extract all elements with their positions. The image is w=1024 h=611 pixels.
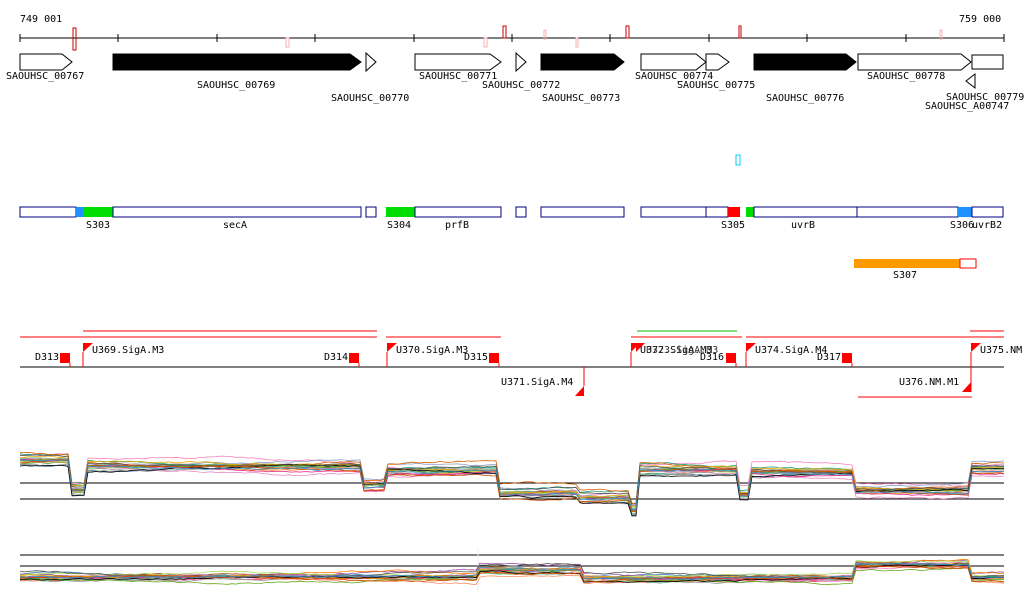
segment-label[interactable]: prfB — [445, 220, 470, 231]
gene-00770[interactable] — [365, 51, 377, 73]
reg-label[interactable]: D314 — [324, 352, 349, 363]
gene-label[interactable]: SAOUHSC_00771 — [419, 71, 498, 82]
reg-label[interactable]: D317 — [817, 352, 842, 363]
segment-label[interactable]: S307 — [893, 270, 918, 281]
segment-label[interactable]: S306 — [950, 220, 975, 231]
reg-label[interactable]: D316 — [700, 352, 725, 363]
gene-label[interactable]: SAOUHSC_00769 — [197, 80, 276, 91]
reg-label[interactable]: U370.SigA.M3 — [396, 345, 469, 356]
segment-label[interactable]: uvrB — [791, 220, 816, 231]
reg-label[interactable]: U371.SigA.M4 — [501, 377, 574, 388]
expression-line — [20, 454, 1005, 506]
gene-label[interactable]: SAOUHSC_00775 — [677, 80, 756, 91]
gene-00779[interactable] — [971, 54, 1004, 70]
expression-line — [19, 565, 1005, 583]
expression-line — [19, 459, 1005, 513]
expression-line — [19, 459, 1005, 511]
gene-label[interactable]: SAOUHSC_00767 — [6, 71, 85, 82]
reg-label[interactable]: U373.SigA.M3 — [646, 345, 719, 356]
expression-line — [19, 458, 1005, 512]
gene-label[interactable]: SAOUHSC_00773 — [542, 93, 621, 104]
segment-label[interactable]: S304 — [387, 220, 412, 231]
gene-00778[interactable] — [857, 53, 972, 71]
gene-A00747[interactable] — [965, 72, 976, 90]
ruler-end-label: 759 000 — [959, 14, 1002, 25]
reg-label[interactable]: U376.NM.M1 — [899, 377, 960, 388]
gene-label[interactable]: SAOUHSC_00774 — [635, 71, 714, 82]
expression-profile-top — [19, 452, 1005, 518]
gene-label[interactable]: SAOUHSC_00772 — [482, 80, 561, 91]
gene-label[interactable]: SAOUHSC_00779 — [946, 92, 1024, 103]
reg-label[interactable]: U372.SigA.M3 — [640, 345, 713, 356]
reg-label[interactable]: D313 — [35, 352, 60, 363]
reg-label[interactable]: D315 — [464, 352, 489, 363]
segment-s307[interactable] — [854, 258, 977, 269]
reg-label[interactable]: U369.SigA.M3 — [92, 345, 165, 356]
regulatory-track — [20, 330, 1004, 398]
gene-label[interactable]: SAOUHSC_A00747 — [925, 101, 1010, 112]
gene-00774[interactable] — [640, 53, 707, 71]
gene-00769[interactable] — [112, 53, 362, 71]
expression-line — [19, 562, 1005, 580]
segment-label[interactable]: S303 — [86, 220, 111, 231]
gene-00776[interactable] — [753, 53, 857, 71]
gene-00772[interactable] — [515, 51, 527, 73]
expression-line — [19, 567, 1005, 586]
segment-track — [19, 206, 1004, 218]
reg-label[interactable]: U375.NM. — [980, 345, 1024, 356]
expression-line — [19, 564, 1005, 583]
gene-00767[interactable] — [19, 53, 73, 71]
gene-label[interactable]: SAOUHSC_00770 — [331, 93, 410, 104]
segment-label[interactable]: uvrB2 — [972, 220, 1003, 231]
ruler-start-label: 749 001 — [20, 14, 63, 25]
gene-label[interactable]: SAOUHSC_00776 — [766, 93, 845, 104]
expression-line — [19, 455, 1005, 508]
reg-label[interactable]: U374.SigA.M4 — [755, 345, 828, 356]
segment-label[interactable]: S305 — [721, 220, 746, 231]
segment-label[interactable]: secA — [223, 220, 248, 231]
cyan-marker — [735, 154, 741, 166]
gene-00775[interactable] — [705, 53, 730, 71]
expression-profile-bottom — [19, 548, 1005, 592]
expression-line — [19, 458, 1005, 512]
gene-track — [19, 51, 1004, 90]
gene-label[interactable]: SAOUHSC_00778 — [867, 71, 946, 82]
gene-00771[interactable] — [414, 53, 502, 71]
gene-00773[interactable] — [540, 53, 625, 71]
ruler — [19, 25, 1005, 51]
